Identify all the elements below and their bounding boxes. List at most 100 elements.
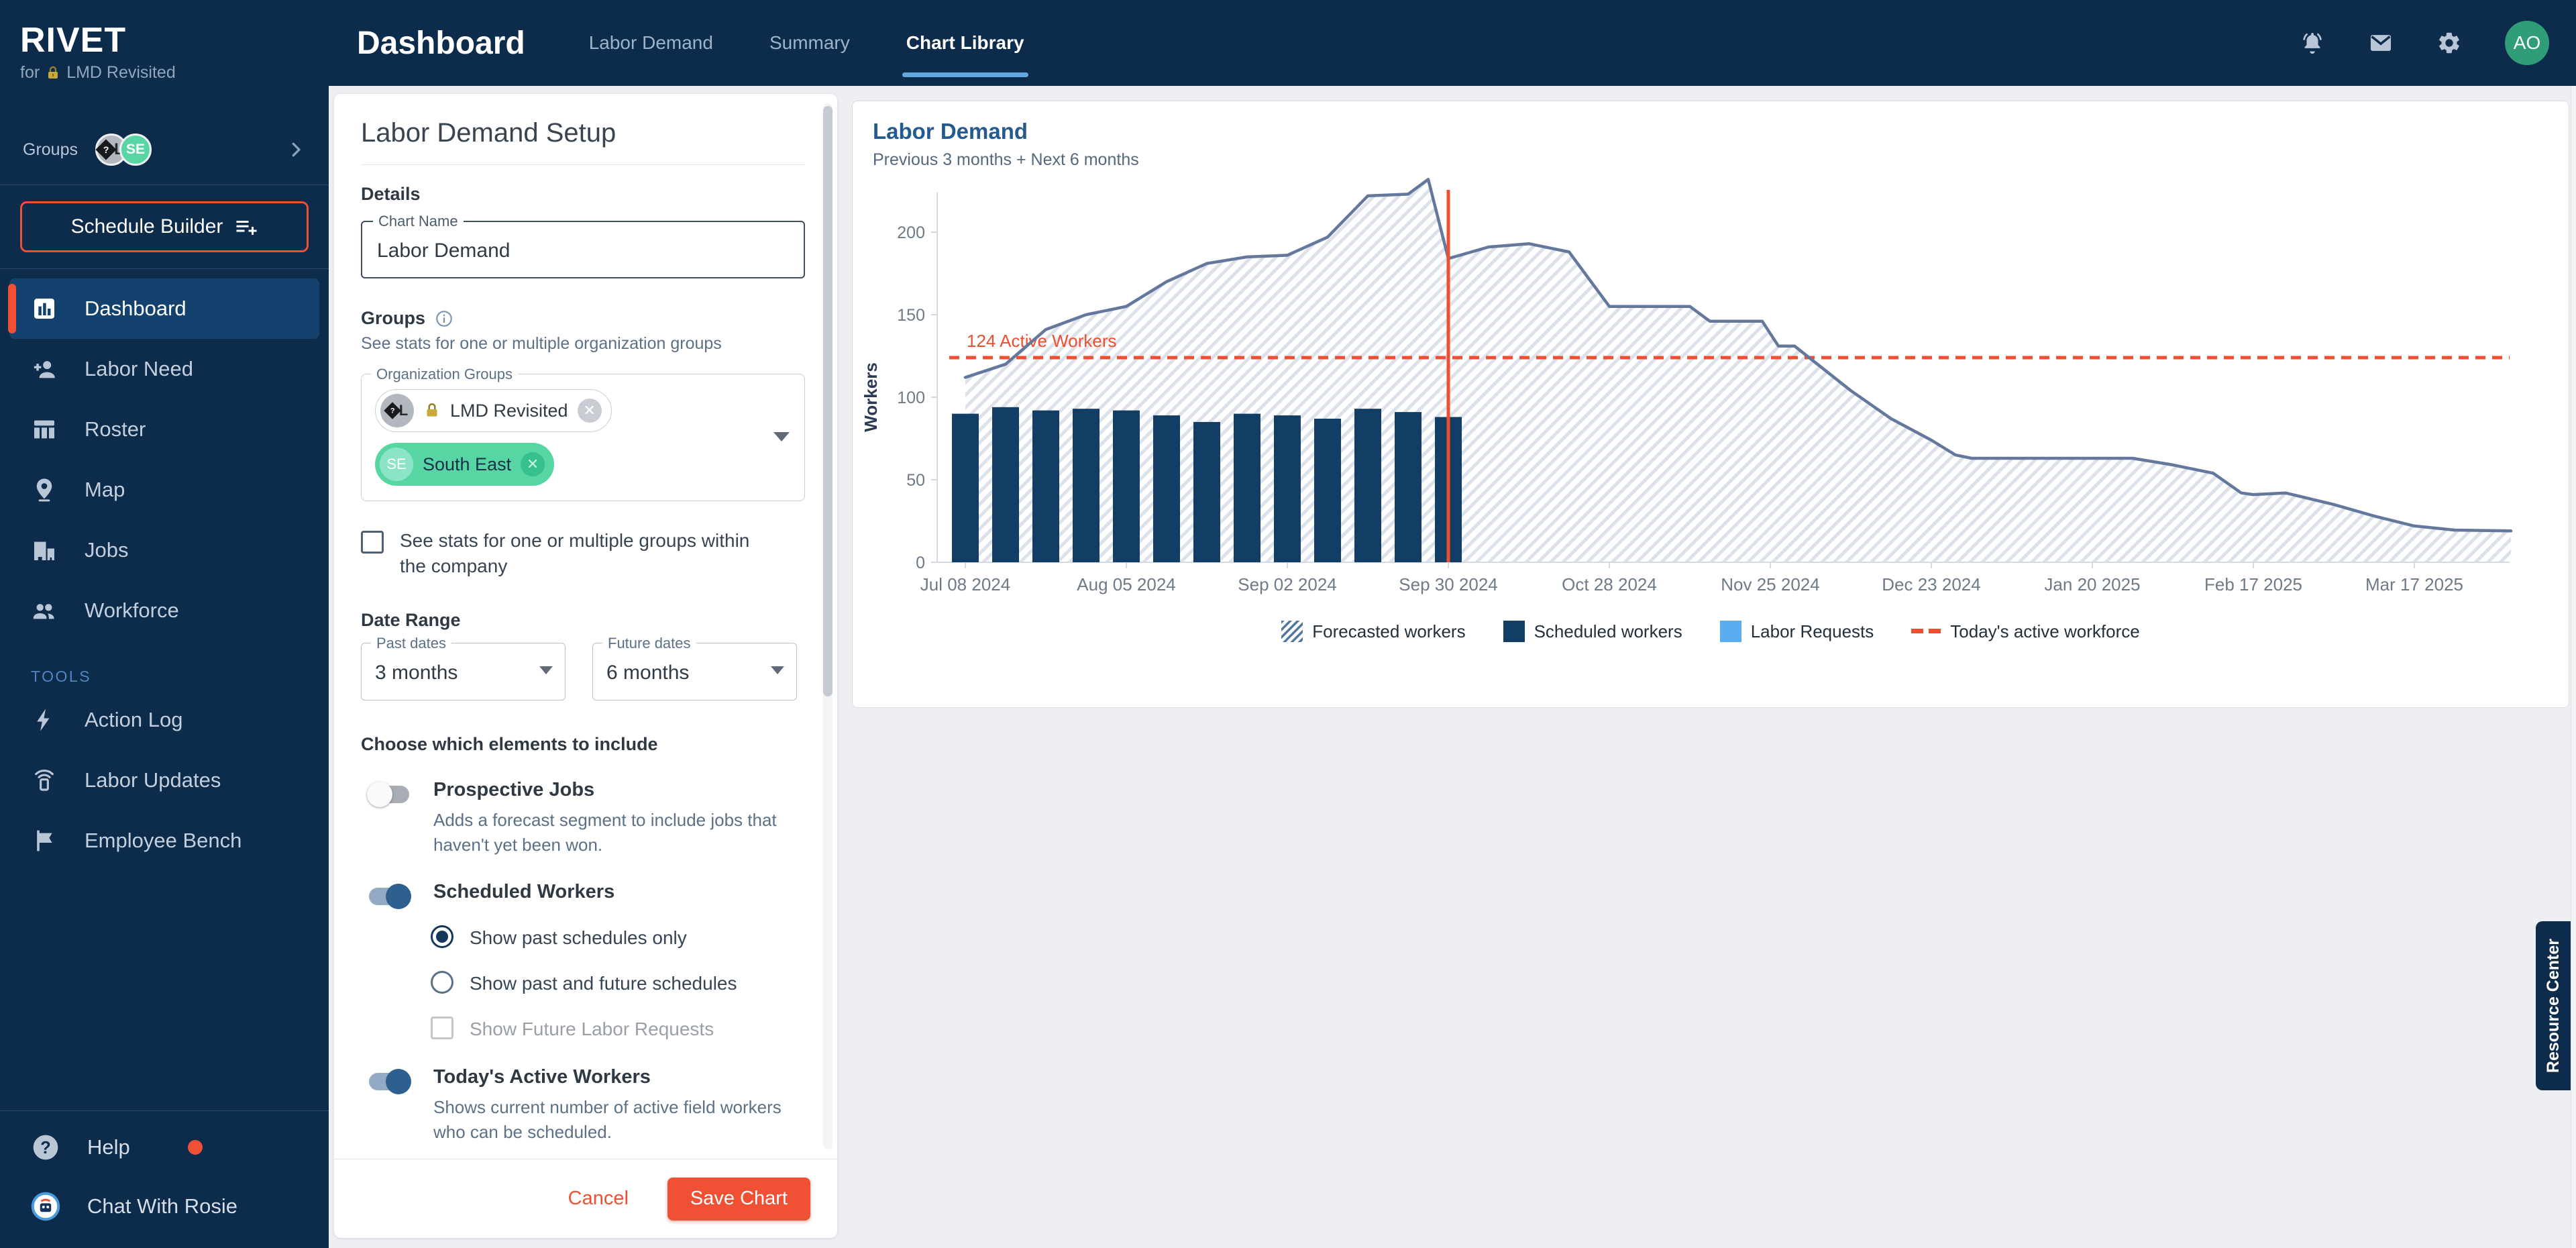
scheduled-bar [1032, 411, 1059, 562]
sidebar-item-jobs[interactable]: Jobs [0, 520, 329, 580]
toggle-description: Shows current number of active field wor… [433, 1095, 796, 1145]
cancel-button[interactable]: Cancel [568, 1188, 629, 1210]
tab-summary[interactable]: Summary [769, 0, 850, 86]
help-icon: ? [31, 1133, 60, 1162]
toggle-switch-on[interactable] [369, 1073, 409, 1090]
option-row[interactable]: Show Future Labor Requests [431, 1017, 805, 1042]
panel-scrollbar[interactable] [823, 103, 833, 1149]
toggle-row-prospective-jobs: Prospective JobsAdds a forecast segment … [361, 779, 805, 857]
sidebar-item-roster[interactable]: Roster [0, 399, 329, 460]
toggle-label: Scheduled Workers [433, 881, 614, 903]
broadcast-icon [31, 767, 58, 794]
sidebar-item-dashboard[interactable]: Dashboard [9, 278, 319, 339]
legend-label: Labor Requests [1751, 621, 1874, 642]
option-row[interactable]: Show past and future schedules [431, 971, 805, 996]
future-dates-select[interactable]: Future dates 6 months [592, 643, 797, 700]
group-chip-south-east[interactable]: SESouth East✕ [375, 443, 554, 486]
checkbox-disabled[interactable] [431, 1017, 453, 1039]
organization-groups-select[interactable]: Organization Groups ?LLMD Revisited✕SESo… [361, 374, 805, 501]
tools-section-label: TOOLS [31, 668, 329, 686]
chip-remove-icon[interactable]: ✕ [521, 452, 545, 476]
info-icon[interactable] [435, 309, 453, 328]
avatar-south-east: SE [119, 134, 152, 166]
company-groups-checkbox[interactable] [361, 531, 384, 554]
app-logo: RIVET [20, 20, 329, 60]
elements-toggles: Prospective JobsAdds a forecast segment … [361, 779, 805, 1145]
elements-section-label: Choose which elements to include [361, 734, 805, 755]
logo-block: RIVET for LMD Revisited [0, 0, 329, 83]
panel-scrollbar-thumb[interactable] [823, 106, 833, 696]
company-groups-checkbox-label: See stats for one or multiple groups wit… [400, 528, 775, 579]
resource-center-tab[interactable]: Resource Center [2536, 921, 2571, 1090]
group-chip-lmd-revisited[interactable]: ?LLMD Revisited✕ [375, 389, 612, 432]
people-icon [31, 597, 58, 624]
toggle-switch-off[interactable] [369, 786, 409, 803]
date-range-row: Past dates 3 months Future dates 6 month… [361, 643, 805, 700]
svg-text:Sep 02 2024: Sep 02 2024 [1238, 574, 1336, 594]
sidebar-item-label: Jobs [85, 538, 128, 562]
toggle-switch-on[interactable] [369, 888, 409, 905]
scheduled-bar [1314, 419, 1341, 562]
svg-text:Aug 05 2024: Aug 05 2024 [1077, 574, 1175, 594]
future-dates-label: Future dates [602, 635, 696, 652]
scheduled-bar [992, 407, 1019, 562]
sidebar-item-label: Map [85, 478, 125, 502]
tab-chart-library[interactable]: Chart Library [906, 0, 1024, 86]
notifications-bell-icon[interactable] [2300, 30, 2325, 56]
save-chart-button[interactable]: Save Chart [667, 1178, 810, 1220]
legend-swatch-solid [1503, 621, 1525, 642]
sidebar-item-label: Workforce [85, 599, 179, 623]
settings-gear-icon[interactable] [2436, 30, 2462, 56]
past-dates-select[interactable]: Past dates 3 months [361, 643, 566, 700]
schedule-builder-label: Schedule Builder [71, 215, 223, 238]
legend-item: Today's active workforce [1911, 621, 2139, 642]
topbar-tabs: Labor Demand Summary Chart Library [589, 0, 1024, 86]
radio-unselected[interactable] [431, 971, 453, 994]
help-item[interactable]: ? Help [0, 1118, 329, 1177]
divider [361, 164, 805, 165]
labor-demand-chart[interactable]: 050100150200Jul 08 2024Aug 05 2024Sep 02… [853, 172, 2570, 609]
svg-text:Nov 25 2024: Nov 25 2024 [1721, 574, 1819, 594]
chevron-right-icon[interactable] [286, 140, 306, 160]
schedule-builder-button[interactable]: Schedule Builder [20, 201, 309, 252]
organization-groups-label: Organization Groups [371, 366, 518, 383]
playlist-add-icon [233, 215, 258, 239]
chip-avatar: SE [380, 448, 413, 481]
mail-icon[interactable] [2368, 30, 2394, 56]
rosie-robot-icon [31, 1192, 60, 1221]
chart-name-field[interactable]: Chart Name Labor Demand [361, 221, 805, 278]
sidebar-item-action-log[interactable]: Action Log [0, 690, 329, 750]
groups-row[interactable]: Groups ?L SE [0, 134, 329, 166]
details-section-label: Details [361, 184, 805, 205]
sidebar-item-label: Action Log [85, 708, 183, 732]
sidebar-item-map[interactable]: Map [0, 460, 329, 520]
radio-selected[interactable] [431, 925, 453, 948]
page-title: Dashboard [357, 25, 525, 62]
chat-with-rosie-item[interactable]: Chat With Rosie [0, 1177, 329, 1236]
sidebar-item-labor-updates[interactable]: Labor Updates [0, 750, 329, 811]
sidebar-item-employee-bench[interactable]: Employee Bench [0, 811, 329, 871]
workspace-for-label: for [20, 63, 40, 83]
legend-label: Today's active workforce [1950, 621, 2139, 642]
user-avatar[interactable]: AO [2505, 21, 2549, 65]
option-label: Show past schedules only [470, 925, 687, 951]
scheduled-bar [1193, 422, 1220, 562]
chevron-down-icon[interactable] [773, 432, 790, 441]
svg-text:Dec 23 2024: Dec 23 2024 [1882, 574, 1980, 594]
main-content: Labor Demand Setup Details Chart Name La… [329, 86, 2576, 1248]
page-scrollbar[interactable] [2571, 86, 2576, 1248]
scheduled-bar [1234, 414, 1260, 562]
person-add-icon [31, 356, 58, 382]
chip-remove-icon[interactable]: ✕ [578, 399, 602, 423]
date-range-section-label: Date Range [361, 610, 805, 631]
tab-labor-demand[interactable]: Labor Demand [589, 0, 713, 86]
bolt-icon [31, 707, 58, 733]
toggle-label: Today's Active Workers [433, 1066, 796, 1088]
option-row[interactable]: Show past schedules only [431, 925, 805, 951]
sidebar-item-labor-need[interactable]: Labor Need [0, 339, 329, 399]
company-groups-checkbox-row[interactable]: See stats for one or multiple groups wit… [361, 528, 805, 579]
sidebar-item-workforce[interactable]: Workforce [0, 580, 329, 641]
labor-demand-chart-card: Labor Demand Previous 3 months + Next 6 … [852, 101, 2569, 708]
sidebar-nav: DashboardLabor NeedRoster Map Jobs Workforc… [0, 278, 329, 641]
chart-legend: Forecasted workersScheduled workersLabor… [853, 621, 2569, 642]
